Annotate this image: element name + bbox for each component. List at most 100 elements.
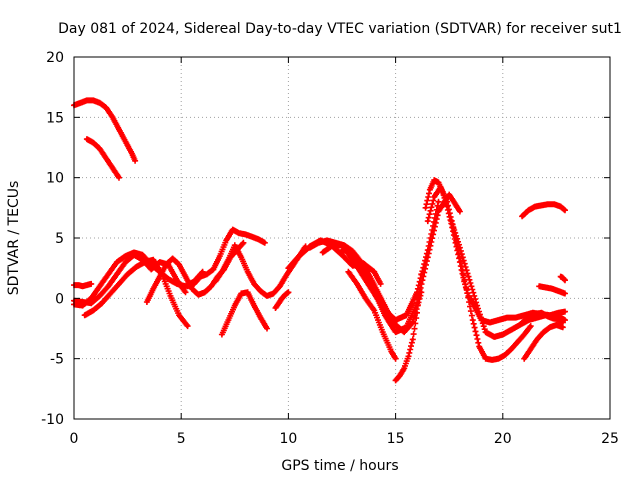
grid <box>74 57 610 419</box>
data-point <box>394 357 398 361</box>
data-point <box>550 287 554 291</box>
data-point <box>98 294 102 298</box>
data-point <box>81 284 85 288</box>
y-axis-label: SDTVAR / TECUs <box>6 181 22 296</box>
data-point <box>205 272 209 276</box>
data-point <box>218 254 222 258</box>
data-point <box>557 311 561 315</box>
data-point <box>520 320 524 324</box>
data-point <box>220 270 224 274</box>
data-point <box>111 115 115 119</box>
data-point <box>89 296 93 300</box>
series-track-8 <box>184 226 268 290</box>
data-point <box>233 243 237 247</box>
data-point <box>552 202 556 206</box>
data-point <box>447 193 451 197</box>
data-point <box>533 312 537 316</box>
data-point <box>497 318 501 322</box>
data-point <box>372 308 376 312</box>
data-point <box>149 263 153 267</box>
x-tick-label: 20 <box>494 431 512 447</box>
data-point <box>445 200 449 204</box>
data-point <box>91 98 95 102</box>
data-point <box>379 282 383 286</box>
data-point <box>364 296 368 300</box>
data-point <box>177 263 181 267</box>
data-point <box>505 316 509 320</box>
data-point <box>239 292 243 296</box>
data-point <box>100 301 104 305</box>
data-point <box>557 289 561 293</box>
data-point <box>394 318 398 322</box>
data-point <box>83 313 87 317</box>
data-point <box>278 284 282 288</box>
data-point <box>351 258 355 262</box>
data-point <box>106 272 110 276</box>
data-point <box>115 272 119 276</box>
data-point <box>201 270 205 274</box>
data-point <box>308 246 312 250</box>
x-tick-label: 0 <box>70 431 79 447</box>
data-point <box>464 287 468 291</box>
data-point <box>479 318 483 322</box>
data-point <box>458 209 462 213</box>
data-point <box>286 290 290 294</box>
data-point <box>259 316 263 320</box>
data-point <box>134 265 138 269</box>
data-point <box>256 237 260 241</box>
data-point <box>546 202 550 206</box>
data-point <box>226 258 230 262</box>
data-point <box>143 260 147 264</box>
data-point <box>226 318 230 322</box>
series-track-26 <box>557 273 568 284</box>
data-point <box>471 301 475 305</box>
data-point <box>104 156 108 160</box>
series-track-1 <box>71 97 139 164</box>
series-track-16 <box>345 268 399 362</box>
data-point <box>394 378 398 382</box>
data-point <box>250 235 254 239</box>
data-point <box>492 335 496 339</box>
data-point <box>544 285 548 289</box>
data-point <box>432 195 436 199</box>
data-point <box>283 293 287 297</box>
data-point <box>542 330 546 334</box>
data-point <box>117 127 121 131</box>
data-point <box>552 317 556 321</box>
data-point <box>503 353 507 357</box>
data-point <box>81 300 85 304</box>
data-point <box>529 324 533 328</box>
data-point <box>211 267 215 271</box>
series-track-17 <box>392 271 425 384</box>
data-point <box>563 292 567 296</box>
data-point <box>164 263 168 267</box>
data-point <box>563 208 567 212</box>
data-point <box>340 248 344 252</box>
data-point <box>340 243 344 247</box>
data-point <box>509 347 513 351</box>
data-point <box>527 316 531 320</box>
data-point <box>490 358 494 362</box>
x-tick-label: 15 <box>387 431 405 447</box>
y-tick-label: -5 <box>50 352 64 368</box>
data-point <box>224 238 228 242</box>
data-point <box>522 313 526 317</box>
data-point <box>477 345 481 349</box>
y-tick-label: 0 <box>55 291 64 307</box>
data-point <box>158 260 162 264</box>
data-point <box>522 333 526 337</box>
data-point <box>404 313 408 317</box>
data-point <box>237 231 241 235</box>
data-point <box>346 270 350 274</box>
data-point <box>351 250 355 254</box>
data-point <box>535 316 539 320</box>
data-point <box>183 275 187 279</box>
data-point <box>539 311 543 315</box>
data-point <box>177 313 181 317</box>
data-point <box>297 254 301 258</box>
data-point <box>186 324 190 328</box>
data-point <box>98 147 102 151</box>
data-point <box>265 294 269 298</box>
data-point <box>111 166 115 170</box>
data-point <box>329 244 333 248</box>
